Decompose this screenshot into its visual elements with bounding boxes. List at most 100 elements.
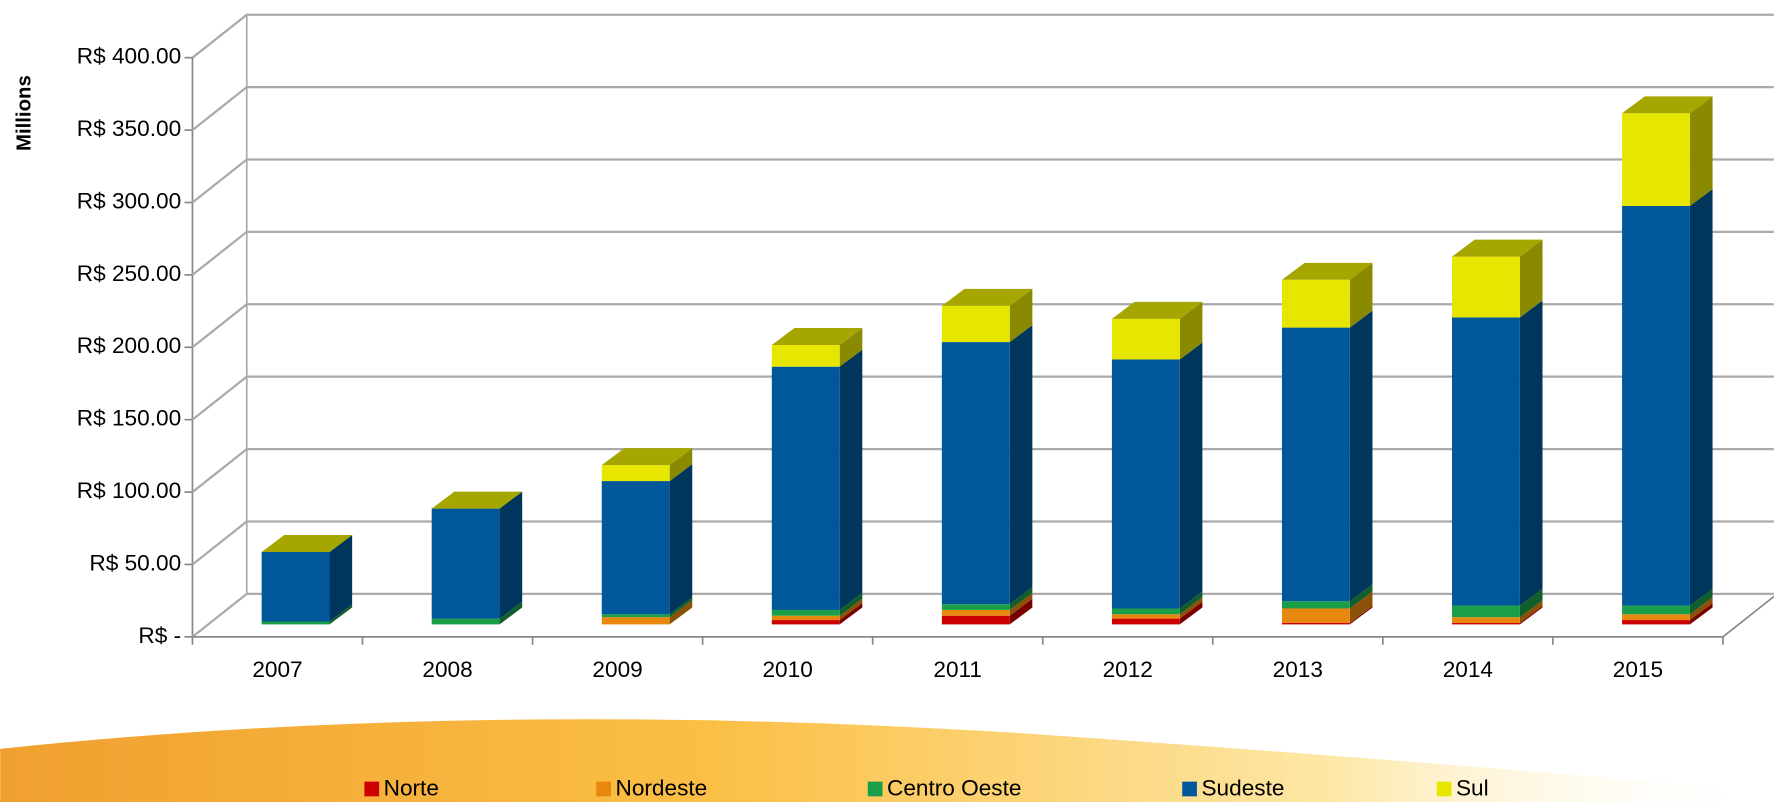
y-tick-label: R$ 300.00 <box>77 188 181 213</box>
bar-segment <box>1111 618 1180 625</box>
bar-side <box>1179 301 1203 360</box>
bar-side <box>1519 605 1543 625</box>
bar-segment <box>1452 617 1520 623</box>
bar-segment <box>1111 614 1180 619</box>
legend-label: Sudeste <box>1201 776 1284 801</box>
grid-line <box>191 85 1774 131</box>
bar-segment <box>941 604 1010 610</box>
x-tick-label: 2011 <box>933 657 982 682</box>
bar-side <box>669 448 693 482</box>
bar-side <box>839 598 863 621</box>
bar-segment <box>601 614 670 618</box>
bar-segment <box>1111 318 1180 360</box>
bar-segment <box>771 615 840 621</box>
bar-side <box>1519 300 1543 606</box>
bar-segment <box>431 508 500 619</box>
bar-segment <box>1111 359 1180 609</box>
bar-side <box>1349 262 1373 328</box>
y-tick-label: R$ 200.00 <box>77 333 181 358</box>
bar-segment <box>1281 601 1350 609</box>
bar-segment <box>941 342 1010 605</box>
legend-swatch <box>596 781 611 797</box>
bar-segment <box>1622 620 1690 625</box>
bar-segment <box>1281 622 1350 625</box>
bar-segment <box>941 305 1010 343</box>
bar-side <box>1519 239 1543 318</box>
y-tick-label: R$ 250.00 <box>77 261 181 286</box>
legend-label: Centro Oeste <box>887 776 1021 801</box>
legend-swatch <box>1436 781 1452 797</box>
bar-segment <box>771 344 840 367</box>
grid-line <box>191 230 1774 276</box>
bar-side <box>839 592 863 616</box>
bar-segment <box>261 621 330 625</box>
bar-side <box>1009 598 1033 625</box>
grid-line <box>191 592 1774 638</box>
bar-top <box>1111 301 1203 319</box>
bar-top <box>1452 239 1543 257</box>
bar-side <box>1009 592 1033 616</box>
bar-side <box>1689 603 1713 625</box>
y-tick-label: R$ 150.00 <box>77 406 181 431</box>
x-tick-label: 2013 <box>1273 657 1323 682</box>
bar-side <box>329 535 353 622</box>
y-tick-label: R$ 50.00 <box>89 550 181 575</box>
bar-side <box>1179 591 1203 615</box>
background-swoosh <box>0 719 1774 802</box>
bar-side <box>839 603 863 625</box>
bar-segment <box>941 615 1010 625</box>
bar-segment <box>1111 608 1180 615</box>
x-tick-label: 2008 <box>422 657 472 682</box>
legend-swatch <box>364 781 380 797</box>
bar-segment <box>601 617 670 625</box>
x-tick-label: 2012 <box>1103 657 1153 682</box>
y-tick-label: R$ 350.00 <box>77 116 181 141</box>
bar-segment <box>1281 327 1350 602</box>
legend-label: Norte <box>384 776 439 801</box>
bar-side <box>329 604 353 625</box>
bar-side <box>1349 605 1373 625</box>
bar-side <box>1689 597 1713 621</box>
bar-side <box>839 349 863 610</box>
y-axis-label: Millions <box>13 75 35 151</box>
bar-segment <box>941 609 1010 616</box>
bar-top <box>261 535 353 553</box>
bar-side <box>1179 342 1203 609</box>
bar-top <box>1281 262 1373 280</box>
x-tick-label: 2014 <box>1443 657 1493 682</box>
grid-line <box>191 520 1774 566</box>
bar-side <box>1179 597 1203 619</box>
bar-side <box>1689 588 1713 615</box>
x-tick-label: 2010 <box>762 657 812 682</box>
bar-side <box>1519 588 1543 618</box>
bar-side <box>1009 288 1033 343</box>
x-tick-label: 2009 <box>592 657 642 682</box>
bar-segment <box>1452 605 1520 618</box>
bar-segment <box>1622 113 1690 206</box>
bar-segment <box>1452 622 1520 625</box>
grid-line <box>191 303 1774 349</box>
grid-line <box>191 447 1774 493</box>
legend-swatch <box>1182 781 1197 797</box>
bar-segment <box>771 366 840 610</box>
bar-segment <box>1622 605 1690 615</box>
bar-side <box>1179 601 1203 625</box>
bar-segment <box>1452 256 1520 318</box>
bar-segment <box>1281 279 1350 328</box>
bar-segment <box>601 465 670 482</box>
plot-area: R$ - R$ 50.00 R$ 100.00 R$ 150.00 R$ 200.00 R… <box>77 13 1774 682</box>
bar-segment <box>1281 608 1350 623</box>
bar-top <box>431 491 523 509</box>
bar-segment <box>771 620 840 625</box>
bar-side <box>1689 96 1713 206</box>
bar-side <box>669 464 693 615</box>
bar-side <box>839 327 863 367</box>
bar-top <box>601 448 693 466</box>
bar-segment <box>771 609 840 616</box>
bar-top <box>771 327 863 345</box>
legend: Norte Nordeste Centro Oeste Sudeste Sul <box>364 776 1489 801</box>
y-tick-label: R$ 400.00 <box>77 44 181 69</box>
bar-side <box>1349 591 1373 623</box>
grid-line <box>191 375 1774 421</box>
